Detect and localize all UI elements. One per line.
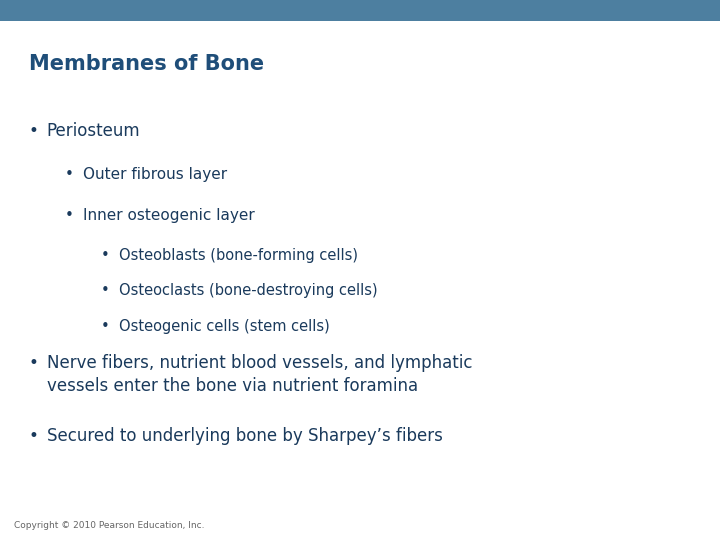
Text: Outer fibrous layer: Outer fibrous layer	[83, 167, 227, 183]
Text: Nerve fibers, nutrient blood vessels, and lymphatic
vessels enter the bone via n: Nerve fibers, nutrient blood vessels, an…	[47, 354, 472, 395]
Text: •: •	[65, 167, 73, 183]
Text: Membranes of Bone: Membranes of Bone	[29, 54, 264, 74]
Text: •: •	[29, 427, 39, 444]
Text: •: •	[29, 122, 39, 139]
Text: Periosteum: Periosteum	[47, 122, 140, 139]
Text: •: •	[65, 208, 73, 223]
Text: Osteoclasts (bone-destroying cells): Osteoclasts (bone-destroying cells)	[119, 284, 377, 299]
Text: •: •	[101, 319, 109, 334]
Text: •: •	[101, 284, 109, 299]
Text: Osteoblasts (bone-forming cells): Osteoblasts (bone-forming cells)	[119, 248, 358, 264]
Text: Osteogenic cells (stem cells): Osteogenic cells (stem cells)	[119, 319, 330, 334]
FancyBboxPatch shape	[0, 0, 720, 21]
Text: Inner osteogenic layer: Inner osteogenic layer	[83, 208, 255, 223]
Text: •: •	[29, 354, 39, 372]
Text: Secured to underlying bone by Sharpey’s fibers: Secured to underlying bone by Sharpey’s …	[47, 427, 443, 444]
Text: Copyright © 2010 Pearson Education, Inc.: Copyright © 2010 Pearson Education, Inc.	[14, 521, 205, 530]
Text: •: •	[101, 248, 109, 264]
